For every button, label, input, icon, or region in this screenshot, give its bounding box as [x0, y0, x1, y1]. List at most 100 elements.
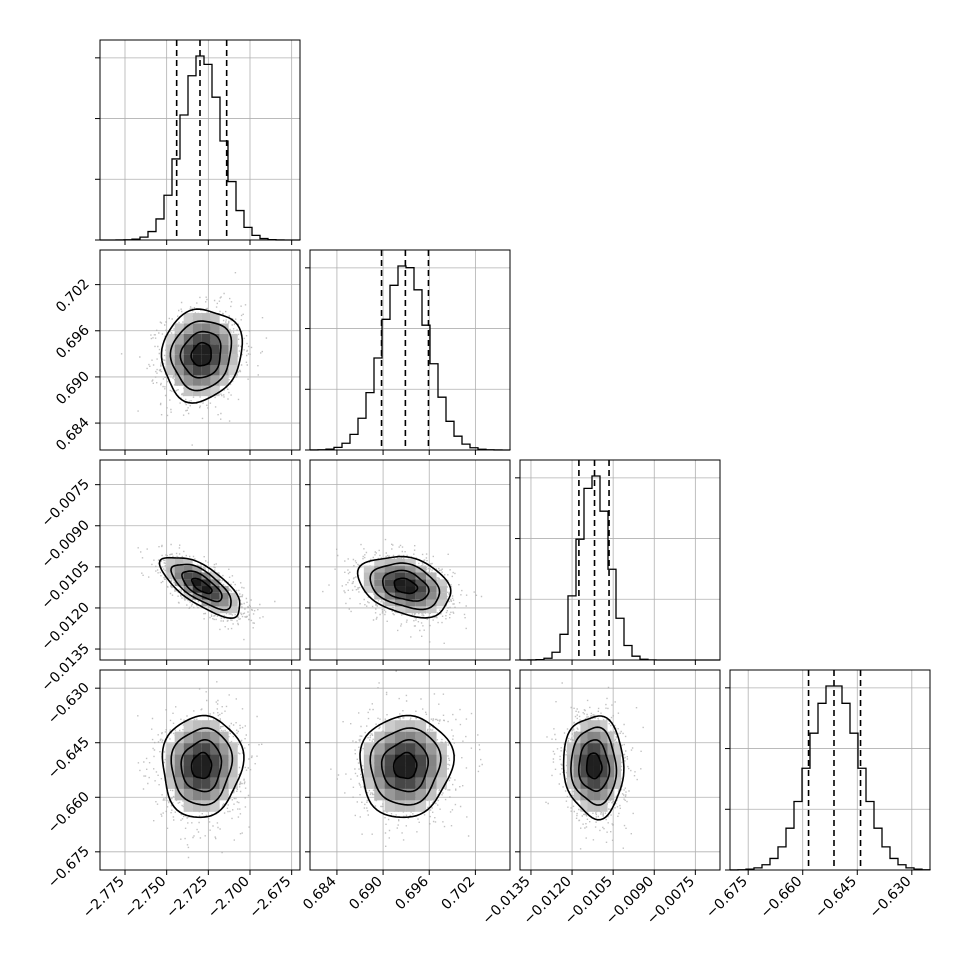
scatter-points [137, 681, 263, 859]
density-cell [165, 754, 175, 766]
density-cell [228, 606, 238, 614]
density-cell [395, 743, 406, 755]
density-cell [201, 313, 211, 324]
density-cell [219, 344, 229, 355]
contour-line [392, 751, 418, 780]
contour-line [577, 739, 611, 792]
y-tick-label: 0.690 [53, 368, 93, 408]
contour-line [170, 727, 234, 806]
density-cell [580, 720, 588, 732]
density-cell [374, 766, 385, 778]
density-cell [210, 800, 220, 812]
density-cell [395, 592, 406, 600]
density-cell [573, 777, 581, 789]
density-cell [395, 720, 406, 732]
density-cell [405, 579, 416, 587]
contour-line [169, 320, 233, 392]
density-cell [415, 743, 427, 755]
density-cell [210, 572, 220, 580]
density-cell [210, 731, 220, 744]
density-cell [374, 586, 385, 593]
density-cell [405, 731, 416, 744]
density-cell [201, 720, 211, 732]
density-cell [600, 754, 608, 766]
density-cell [415, 579, 427, 587]
density-cell [201, 754, 211, 766]
density-cell [593, 766, 601, 778]
density-cell [165, 766, 175, 778]
density-cell [183, 365, 193, 376]
contour-line [369, 562, 441, 611]
density-cell [219, 375, 229, 386]
density-cell [384, 766, 395, 778]
panel-frame [309, 459, 511, 661]
density-cell [210, 777, 220, 789]
density-cell [192, 731, 202, 744]
density-cell [363, 743, 375, 755]
density-cell [587, 766, 594, 778]
density-cell [405, 743, 416, 755]
contour-line [585, 752, 603, 780]
density-cell [363, 777, 375, 789]
density-cell [566, 777, 574, 789]
contour-line [570, 726, 618, 806]
density-cell [219, 766, 229, 778]
density-cell [415, 592, 427, 600]
density-cell [210, 606, 220, 614]
density-cell [426, 743, 437, 755]
density-cell [614, 777, 622, 789]
density-cell [405, 606, 416, 614]
density-cell [600, 720, 608, 732]
density-cell [600, 800, 608, 812]
density-cell [436, 592, 447, 600]
density-cell [174, 354, 184, 365]
density-cell [587, 754, 594, 766]
density-cell [165, 777, 175, 789]
density-cell [228, 743, 238, 755]
density-cell [395, 777, 406, 789]
density-cell [607, 743, 615, 755]
contour-line [170, 563, 232, 611]
density-cell [219, 788, 229, 801]
density-cell [426, 572, 437, 580]
density-cell [415, 720, 427, 732]
density-cell [573, 766, 581, 778]
density-cell [201, 333, 211, 345]
y-tick-label: 0.696 [53, 322, 93, 362]
density-cell [580, 800, 588, 812]
density-cell [201, 572, 211, 580]
density-cell [192, 592, 202, 600]
density-cell [384, 720, 395, 732]
x-tick-label: −0.630 [867, 874, 915, 922]
density-cell [183, 572, 193, 580]
density-cell [219, 599, 229, 607]
density-cell [219, 354, 229, 365]
density-cell [192, 743, 202, 755]
density-cell [192, 754, 202, 766]
contour-line [190, 577, 213, 595]
density-cell [183, 754, 193, 766]
density-cell [183, 777, 193, 789]
density-cell [183, 375, 193, 386]
density-cell [374, 777, 385, 789]
density-cell [192, 766, 202, 778]
density-cell [593, 720, 601, 732]
density-cell [228, 365, 238, 376]
density-cell [415, 766, 427, 778]
density-cell [363, 565, 375, 573]
density-cell [210, 333, 220, 345]
density-cell [593, 731, 601, 744]
density-cell [405, 599, 416, 607]
density-cell [192, 777, 202, 789]
density-cell [183, 565, 193, 573]
density-cell [395, 606, 406, 614]
density-cell [228, 754, 238, 766]
density-cell [593, 743, 601, 755]
density-cell [415, 586, 427, 593]
density-cell [174, 344, 184, 355]
density-cell [174, 375, 184, 386]
density-cell [192, 365, 202, 376]
density-cell [587, 777, 594, 789]
x-tick-label: −2.725 [163, 874, 211, 922]
